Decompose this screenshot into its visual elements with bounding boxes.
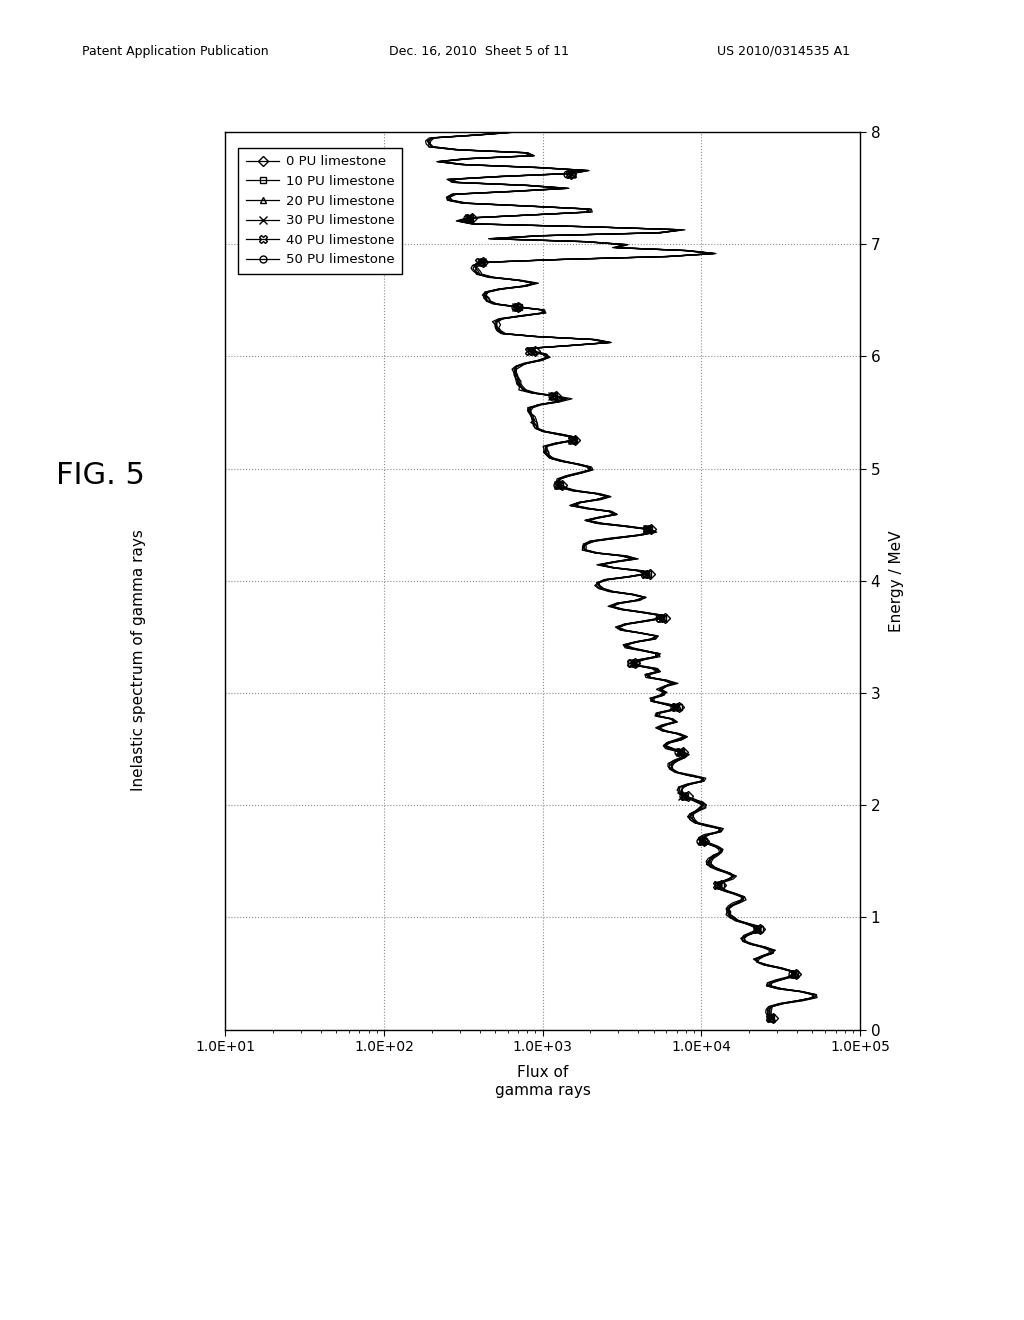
- 50 PU limestone: [566, 483, 579, 499]
- 10 PU limestone: [526, 207, 539, 223]
- 30 PU limestone: [568, 483, 581, 499]
- Line: 10 PU limestone: 10 PU limestone: [425, 128, 820, 1022]
- 10 PU limestone: [571, 483, 584, 499]
- 10 PU limestone: [592, 486, 604, 502]
- Y-axis label: Energy / MeV: Energy / MeV: [889, 531, 903, 631]
- 0 PU limestone: [511, 124, 523, 140]
- 20 PU limestone: [590, 486, 602, 502]
- 50 PU limestone: [523, 207, 536, 223]
- 50 PU limestone: [467, 264, 479, 280]
- 20 PU limestone: [470, 264, 482, 280]
- 40 PU limestone: [764, 1011, 776, 1027]
- 20 PU limestone: [567, 483, 580, 499]
- 30 PU limestone: [590, 486, 602, 502]
- 10 PU limestone: [472, 264, 484, 280]
- 20 PU limestone: [562, 469, 574, 484]
- 10 PU limestone: [764, 1007, 776, 1023]
- 10 PU limestone: [510, 124, 522, 140]
- Line: 50 PU limestone: 50 PU limestone: [422, 128, 817, 1022]
- 40 PU limestone: [762, 1007, 774, 1023]
- Text: Patent Application Publication: Patent Application Publication: [82, 45, 268, 58]
- Text: FIG. 5: FIG. 5: [56, 461, 145, 490]
- Text: Inelastic spectrum of gamma rays: Inelastic spectrum of gamma rays: [131, 529, 145, 791]
- 50 PU limestone: [590, 486, 602, 502]
- 0 PU limestone: [767, 1011, 779, 1027]
- 0 PU limestone: [765, 1007, 777, 1023]
- 50 PU limestone: [560, 469, 572, 484]
- 0 PU limestone: [474, 264, 486, 280]
- 0 PU limestone: [564, 469, 577, 484]
- 20 PU limestone: [508, 124, 520, 140]
- Text: Dec. 16, 2010  Sheet 5 of 11: Dec. 16, 2010 Sheet 5 of 11: [389, 45, 569, 58]
- Line: 0 PU limestone: 0 PU limestone: [427, 128, 820, 1022]
- 30 PU limestone: [765, 1011, 777, 1027]
- 40 PU limestone: [559, 469, 571, 484]
- Line: 40 PU limestone: 40 PU limestone: [425, 128, 816, 1023]
- 50 PU limestone: [761, 1007, 773, 1023]
- 40 PU limestone: [469, 264, 481, 280]
- X-axis label: Flux of
gamma rays: Flux of gamma rays: [495, 1065, 591, 1097]
- Legend: 0 PU limestone, 10 PU limestone, 20 PU limestone, 30 PU limestone, 40 PU limesto: 0 PU limestone, 10 PU limestone, 20 PU l…: [239, 148, 402, 275]
- 0 PU limestone: [594, 486, 606, 502]
- 30 PU limestone: [563, 469, 575, 484]
- 20 PU limestone: [523, 207, 536, 223]
- 40 PU limestone: [566, 483, 579, 499]
- 40 PU limestone: [521, 207, 534, 223]
- 50 PU limestone: [764, 1011, 776, 1027]
- 10 PU limestone: [765, 1011, 777, 1027]
- 30 PU limestone: [510, 124, 522, 140]
- 0 PU limestone: [569, 483, 582, 499]
- 30 PU limestone: [469, 264, 481, 280]
- Line: 30 PU limestone: 30 PU limestone: [423, 128, 819, 1023]
- 30 PU limestone: [523, 207, 536, 223]
- Line: 20 PU limestone: 20 PU limestone: [424, 128, 817, 1022]
- 40 PU limestone: [508, 124, 520, 140]
- 30 PU limestone: [763, 1007, 775, 1023]
- 50 PU limestone: [507, 124, 519, 140]
- 20 PU limestone: [766, 1011, 778, 1027]
- 0 PU limestone: [524, 207, 537, 223]
- 10 PU limestone: [562, 469, 574, 484]
- 20 PU limestone: [763, 1007, 775, 1023]
- 40 PU limestone: [590, 486, 602, 502]
- Text: US 2010/0314535 A1: US 2010/0314535 A1: [717, 45, 850, 58]
